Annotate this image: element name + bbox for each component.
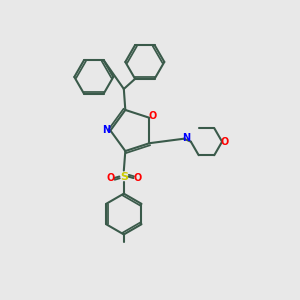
Text: S: S (120, 172, 128, 182)
Text: N: N (182, 133, 190, 143)
Text: O: O (106, 173, 115, 183)
Text: N: N (102, 125, 110, 135)
Text: O: O (221, 137, 229, 147)
Text: O: O (149, 111, 157, 121)
Text: O: O (133, 173, 142, 183)
